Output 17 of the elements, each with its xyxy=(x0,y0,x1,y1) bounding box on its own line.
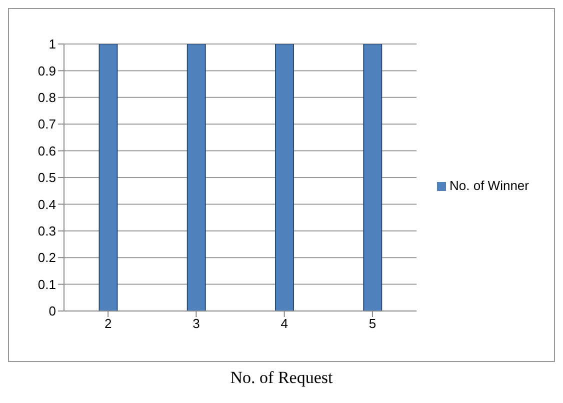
y-tick-label: 1 xyxy=(48,36,56,52)
y-tick-label: 0.2 xyxy=(38,250,56,266)
y-tick-label: 0.8 xyxy=(38,90,56,106)
y-tick-label: 0.1 xyxy=(38,276,56,292)
x-tick-label: 3 xyxy=(192,316,200,332)
y-tick-label: 0.6 xyxy=(38,143,56,158)
y-tick-label: 0.5 xyxy=(38,170,56,186)
y-tick-label: 0.4 xyxy=(38,196,56,212)
x-tick-label: 2 xyxy=(104,316,112,332)
y-tick-label: 0.7 xyxy=(38,116,56,132)
x-tick-label: 5 xyxy=(368,316,376,332)
x-axis-title: No. of Request xyxy=(229,368,334,388)
legend-label: No. of Winner xyxy=(450,178,529,192)
y-tick-label: 0.3 xyxy=(38,224,56,239)
y-tick-label: 0 xyxy=(48,304,56,319)
x-tick-label: 4 xyxy=(280,316,288,332)
y-tick-label: 0.9 xyxy=(38,63,56,78)
